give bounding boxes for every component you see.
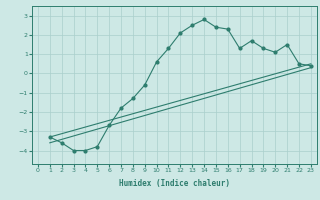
X-axis label: Humidex (Indice chaleur): Humidex (Indice chaleur) <box>119 179 230 188</box>
